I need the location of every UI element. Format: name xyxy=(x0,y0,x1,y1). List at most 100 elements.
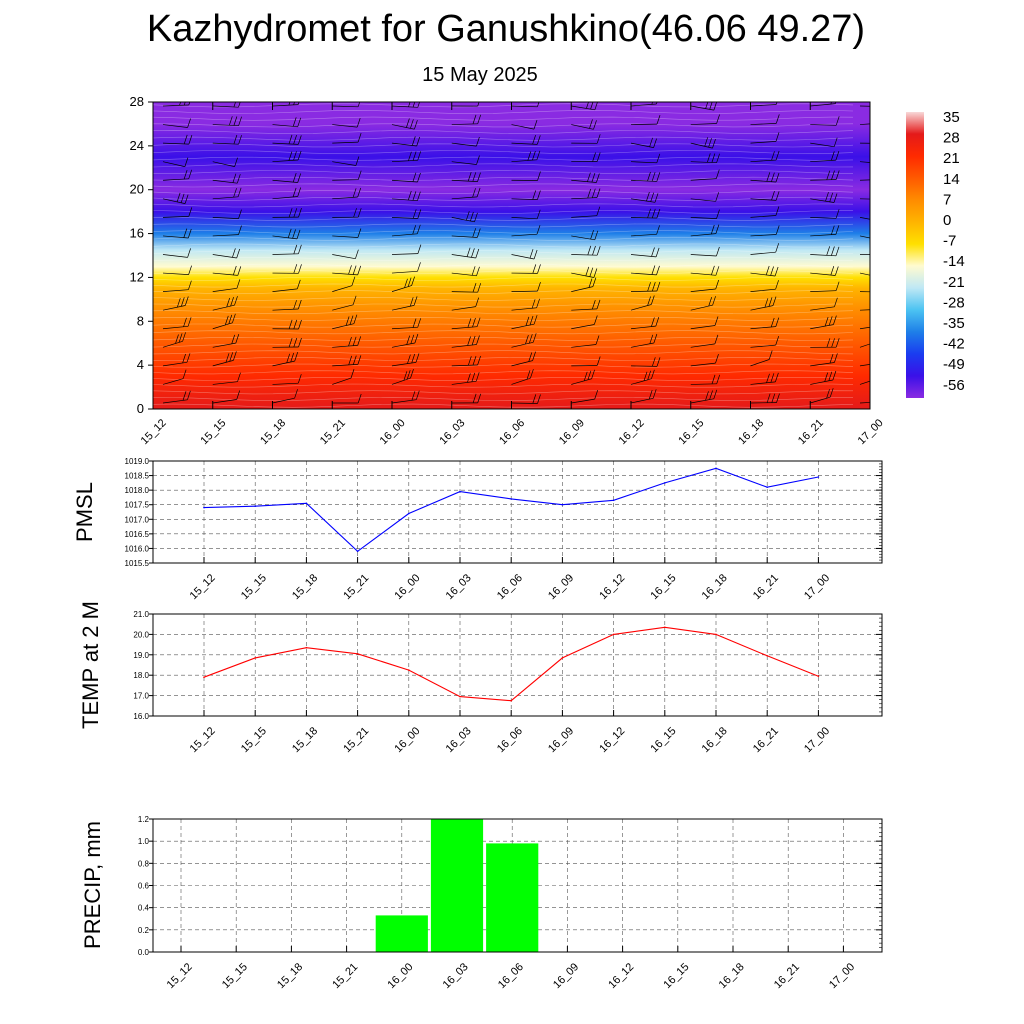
wind-barb-feather xyxy=(356,117,361,128)
contour-line xyxy=(153,370,854,375)
wind-barb xyxy=(391,136,421,147)
wind-barb xyxy=(391,333,419,348)
wind-barb xyxy=(810,116,840,126)
wind-barb-feather xyxy=(886,246,889,255)
contour-line xyxy=(153,397,854,401)
wind-barb-shaft xyxy=(511,142,538,145)
wind-barb-shaft xyxy=(212,287,237,292)
wind-barb-shaft xyxy=(212,142,239,145)
colorbar-label: -56 xyxy=(943,377,965,394)
ytick-label: 1017.5 xyxy=(125,501,150,510)
wind-barb-feather xyxy=(471,335,476,346)
wind-barb-feather xyxy=(532,264,537,274)
wind-barb xyxy=(511,134,541,145)
wind-barb-feather xyxy=(877,283,880,292)
wind-barb-feather xyxy=(647,208,651,218)
wind-barb xyxy=(272,351,299,367)
wind-barb-feather xyxy=(590,102,594,110)
xtick-label: 16_21 xyxy=(751,725,781,755)
wind-barb-shaft xyxy=(451,326,478,330)
wind-barb-shaft xyxy=(272,397,295,404)
wind-barb-feather xyxy=(712,296,716,306)
wind-barb-feather xyxy=(471,372,476,383)
wind-barb xyxy=(859,161,870,163)
wind-barb-feather xyxy=(593,120,597,130)
wind-barb-shaft xyxy=(391,326,418,330)
wind-barb-feather xyxy=(407,354,411,364)
wind-barb xyxy=(690,334,719,348)
colorbar-label: -7 xyxy=(943,233,956,250)
wind-barb-shaft xyxy=(391,124,415,130)
wind-barb-feather xyxy=(533,249,538,260)
wind-barb-shaft xyxy=(859,272,870,276)
wind-barb-feather xyxy=(715,266,720,276)
wind-barb-shaft xyxy=(162,142,189,145)
wind-barb-feather xyxy=(417,262,421,272)
wind-barb-feather xyxy=(188,134,193,145)
wind-barb-feather xyxy=(716,246,720,257)
wind-barb-feather xyxy=(472,282,477,293)
series-point xyxy=(408,669,410,671)
series-point xyxy=(510,498,512,500)
wind-barb-feather xyxy=(415,353,420,363)
wind-barb-shaft xyxy=(810,290,837,292)
contour-line xyxy=(153,216,854,221)
xtick-label: 16_15 xyxy=(648,725,678,755)
wind-barb xyxy=(810,315,837,330)
wind-barb-feather xyxy=(297,150,302,161)
wind-barb xyxy=(690,316,719,330)
wind-barb-feather xyxy=(775,317,780,327)
wind-barb-shaft xyxy=(690,198,716,202)
heatmap-xtick-label: 16_21 xyxy=(796,417,826,447)
wind-barb-feather xyxy=(585,266,590,277)
precip-bar xyxy=(430,819,484,952)
wind-barb-shaft xyxy=(511,198,538,200)
ytick-label: 0.4 xyxy=(138,904,150,913)
xtick-label: 15_21 xyxy=(330,961,360,991)
wind-barb-feather xyxy=(835,170,840,180)
wind-barb-feather xyxy=(592,152,596,162)
wind-barb-shaft xyxy=(212,161,235,167)
wind-barb-feather xyxy=(880,317,883,326)
wind-barb xyxy=(212,248,241,259)
wind-barb-feather xyxy=(526,370,531,380)
wind-barb xyxy=(630,171,661,182)
wind-barb-feather xyxy=(886,170,889,179)
wind-barb-feather xyxy=(415,390,420,400)
wind-barb-feather xyxy=(651,247,655,257)
wind-barb xyxy=(391,276,415,292)
contour-line xyxy=(153,323,854,328)
series-point xyxy=(356,550,359,553)
wind-barb-feather xyxy=(287,228,292,239)
wind-barb-feather xyxy=(878,231,881,240)
wind-barb xyxy=(630,265,660,276)
wind-barb xyxy=(571,134,601,144)
wind-barb xyxy=(162,102,191,107)
wind-barb-feather xyxy=(646,191,650,202)
wind-barb-feather xyxy=(589,119,593,129)
wind-barb-feather xyxy=(647,282,651,292)
wind-barb-feather xyxy=(532,190,537,200)
wind-barb-shaft xyxy=(162,378,184,385)
contour-line xyxy=(153,316,854,321)
wind-barb xyxy=(212,372,241,385)
wind-barb-feather xyxy=(412,151,417,161)
wind-barb-feather xyxy=(712,138,716,149)
wind-barb-shaft xyxy=(391,253,418,255)
wind-barb-feather xyxy=(768,350,773,360)
wind-barb-feather xyxy=(775,132,780,142)
wind-barb-shaft xyxy=(511,402,538,404)
wind-barb-feather xyxy=(410,368,414,379)
wind-barb-feather xyxy=(411,136,416,146)
ytick-label: 1.2 xyxy=(138,815,150,824)
wind-barb-feather xyxy=(715,224,720,234)
wind-barb-feather xyxy=(234,296,238,306)
wind-barb-feather xyxy=(879,369,882,378)
wind-barb xyxy=(810,209,840,219)
xtick-label: 15_18 xyxy=(290,725,320,755)
series-point xyxy=(715,633,717,636)
ytick-label: 0.0 xyxy=(138,948,150,957)
wind-barb-feather xyxy=(236,248,241,259)
wind-barb xyxy=(451,211,478,223)
wind-barb xyxy=(162,332,186,348)
